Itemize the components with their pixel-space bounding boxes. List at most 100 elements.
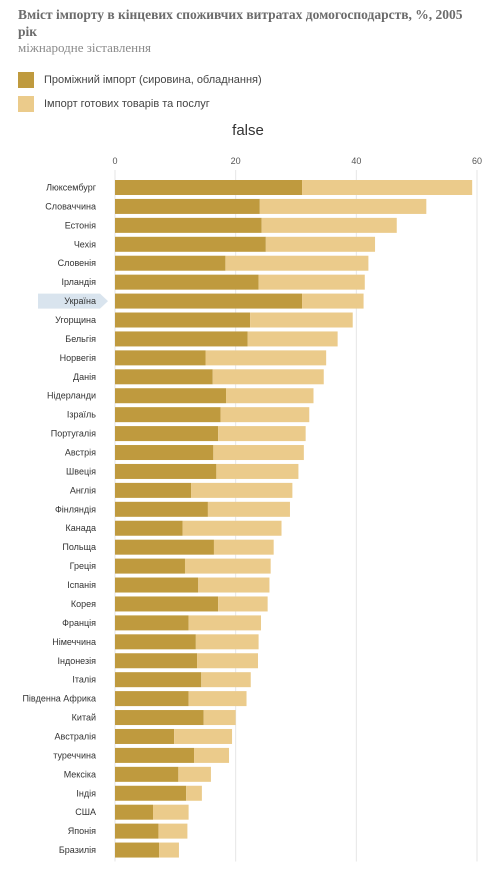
category-label: Канада [66, 523, 96, 533]
category-label: Люксембург [46, 183, 97, 193]
bar-finished [174, 728, 233, 744]
bar-finished [218, 596, 268, 612]
bar-finished [182, 520, 282, 536]
bar-finished [265, 236, 376, 252]
category-label: Англія [70, 485, 96, 495]
category-label: Фінляндія [55, 504, 96, 514]
bar-finished [302, 293, 364, 309]
bar-finished [216, 463, 299, 479]
bar-finished [259, 198, 427, 214]
bar-intermediate [115, 293, 303, 309]
bar-intermediate [115, 388, 227, 404]
bar-intermediate [115, 217, 262, 233]
bar-finished [186, 785, 202, 801]
bar-intermediate [115, 255, 226, 271]
x-tick-label: 60 [472, 156, 482, 166]
category-label: Словенія [58, 258, 97, 268]
plot-title: false [232, 122, 264, 139]
bar-intermediate [115, 804, 154, 820]
bar-intermediate [115, 615, 189, 631]
category-label: Корея [71, 599, 96, 609]
bar-intermediate [115, 558, 185, 574]
bar-intermediate [115, 842, 160, 858]
category-label: Україна [64, 296, 96, 306]
bar-finished [258, 274, 365, 290]
bar-finished [250, 312, 353, 328]
category-label: Польща [62, 542, 96, 552]
bar-intermediate [115, 520, 183, 536]
category-label: Естонія [65, 220, 96, 230]
bar-finished [191, 482, 293, 498]
bar-finished [302, 180, 473, 195]
bar-intermediate [115, 577, 199, 593]
bar-intermediate [115, 426, 219, 442]
bar-finished [194, 747, 230, 763]
bar-finished [247, 331, 338, 347]
bar-intermediate [115, 407, 221, 423]
bar-finished [188, 691, 247, 707]
category-label: Ізраїль [67, 410, 96, 420]
legend-item-intermediate[interactable]: Проміжний імпорт (сировина, обладнання) [18, 72, 262, 88]
bar-finished [207, 501, 290, 517]
bar-intermediate [115, 236, 266, 252]
bar-intermediate [115, 350, 206, 366]
bar-intermediate [115, 728, 175, 744]
legend-item-finished[interactable]: Імпорт готових товарів та послуг [18, 96, 262, 112]
bar-intermediate [115, 710, 204, 726]
category-label: Бразилія [59, 845, 96, 855]
bar-finished [178, 766, 211, 782]
chart-subtitle: міжнародне зіставлення [18, 40, 152, 55]
bar-intermediate [115, 180, 303, 195]
highlight-arrow [38, 293, 108, 309]
bar-intermediate [115, 198, 260, 214]
bar-intermediate [115, 501, 208, 517]
bar-intermediate [115, 482, 192, 498]
bar-finished [159, 842, 179, 858]
category-label: Угорщина [55, 315, 96, 325]
bar-finished [195, 634, 259, 650]
bar-intermediate [115, 596, 219, 612]
legend-swatch-intermediate [18, 72, 34, 88]
bar-finished [184, 558, 271, 574]
bar-finished [212, 369, 324, 385]
bar-intermediate [115, 463, 217, 479]
bar-intermediate [115, 369, 213, 385]
category-label: Норвегія [60, 353, 96, 363]
legend-swatch-finished [18, 96, 34, 112]
bar-finished [158, 823, 188, 839]
legend-label-finished: Імпорт готових товарів та послуг [44, 98, 210, 110]
bar-intermediate [115, 823, 159, 839]
bar-intermediate [115, 747, 195, 763]
category-label: Японія [68, 826, 96, 836]
bar-intermediate [115, 539, 214, 555]
category-label: Німеччина [52, 637, 96, 647]
bar-finished [197, 653, 258, 669]
bar-finished [205, 350, 327, 366]
category-label: Австралія [55, 731, 97, 741]
legend-label-intermediate: Проміжний імпорт (сировина, обладнання) [44, 74, 262, 86]
category-label: Швеція [66, 466, 96, 476]
bar-finished [220, 407, 310, 423]
bar-finished [213, 445, 304, 461]
category-label: Франція [62, 618, 96, 628]
bar-intermediate [115, 312, 251, 328]
bar-intermediate [115, 766, 179, 782]
bar-intermediate [115, 634, 196, 650]
category-label: Данія [73, 372, 96, 382]
x-tick-label: 40 [351, 156, 361, 166]
category-label: Китай [72, 713, 96, 723]
bar-finished [226, 388, 314, 404]
category-label: Австрія [65, 448, 96, 458]
category-label: Індія [76, 788, 96, 798]
category-label: США [75, 807, 96, 817]
x-tick-label: 20 [231, 156, 241, 166]
bar-finished [225, 255, 369, 271]
category-label: Чехія [74, 239, 96, 249]
legend: Проміжний імпорт (сировина, обладнання) … [18, 72, 262, 120]
chart-title: Вміст імпорту в кінцевих споживчих витра… [18, 7, 463, 39]
category-label: Словаччина [45, 201, 96, 211]
category-label: Португалія [51, 429, 96, 439]
category-label: Мексіка [64, 769, 96, 779]
category-label: Бельгія [65, 334, 96, 344]
